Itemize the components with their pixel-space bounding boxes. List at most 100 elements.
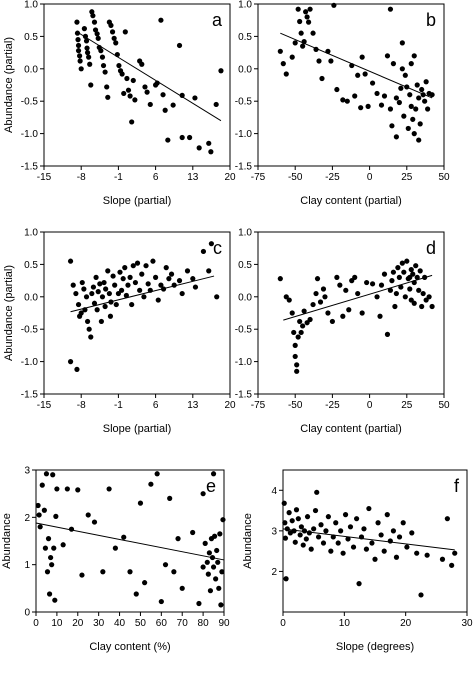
data-point <box>92 27 99 33</box>
data-point <box>402 72 408 78</box>
data-point <box>396 274 402 280</box>
x-tick-label: 90 <box>218 618 230 629</box>
data-point <box>73 290 79 297</box>
data-point <box>99 54 106 60</box>
data-point <box>112 282 118 288</box>
data-point <box>219 569 225 575</box>
data-point <box>214 547 220 554</box>
data-point <box>119 71 125 77</box>
y-tick-label: 0.5 <box>24 260 38 271</box>
data-point <box>158 17 164 23</box>
data-point <box>292 539 298 545</box>
data-point <box>86 326 92 332</box>
data-point <box>81 26 87 32</box>
data-point <box>142 84 148 90</box>
data-point <box>298 524 304 530</box>
x-tick-label: 40 <box>114 618 126 629</box>
data-point <box>216 585 222 591</box>
y-tick-label: 1.0 <box>238 0 252 11</box>
x-axis-label: Slope (partial) <box>103 195 171 207</box>
data-point <box>311 526 317 532</box>
data-point <box>408 61 414 67</box>
x-tick-label: -8 <box>77 400 86 411</box>
data-point <box>439 556 446 562</box>
y-tick-label: -1.0 <box>21 129 39 140</box>
y-tick-label: 0.0 <box>24 292 38 303</box>
data-point <box>190 276 196 282</box>
data-point <box>297 18 303 25</box>
data-point <box>416 137 422 143</box>
data-point <box>340 550 346 556</box>
data-point <box>312 507 319 514</box>
data-point <box>84 45 90 51</box>
trendline <box>76 31 222 122</box>
data-point <box>283 576 289 582</box>
data-point <box>90 13 96 19</box>
data-point <box>50 472 56 478</box>
data-point <box>310 301 316 308</box>
data-point <box>364 279 370 286</box>
data-point <box>83 294 90 300</box>
x-tick-label: 0 <box>367 172 373 183</box>
x-tick-label: 0 <box>367 400 373 411</box>
data-point <box>413 106 419 112</box>
data-point <box>325 310 331 316</box>
data-point <box>51 545 57 551</box>
data-point <box>390 61 397 67</box>
data-point <box>110 273 116 279</box>
data-point <box>396 534 403 540</box>
data-point <box>292 40 298 46</box>
data-point <box>106 486 112 492</box>
data-point <box>411 131 417 137</box>
data-point <box>98 318 104 325</box>
data-point <box>88 334 94 340</box>
data-point <box>150 258 156 264</box>
data-point <box>426 294 432 300</box>
data-point <box>343 287 349 293</box>
data-point <box>78 310 84 316</box>
data-point <box>297 318 303 325</box>
data-point <box>347 524 354 530</box>
data-point <box>420 290 426 297</box>
data-point <box>143 263 149 269</box>
panel-letter: c <box>213 238 222 258</box>
data-point <box>67 258 74 264</box>
x-tick-label: -25 <box>325 172 340 183</box>
data-point <box>102 303 108 310</box>
data-point <box>109 29 116 35</box>
data-point <box>41 507 47 513</box>
data-point <box>331 2 337 8</box>
data-point <box>122 265 128 271</box>
data-point <box>158 598 164 605</box>
y-tick-label: -0.5 <box>235 325 253 336</box>
data-point <box>334 274 340 280</box>
data-point <box>115 290 121 297</box>
data-point <box>381 93 388 99</box>
data-point <box>404 258 410 264</box>
data-point <box>48 554 54 561</box>
data-point <box>129 119 135 125</box>
data-point <box>171 569 177 575</box>
data-point <box>401 113 407 119</box>
data-point <box>129 301 135 308</box>
y-tick-label: 1.0 <box>238 228 252 239</box>
data-point <box>205 571 211 577</box>
x-tick-label: 13 <box>187 172 199 183</box>
data-point <box>444 516 450 522</box>
data-point <box>192 284 199 290</box>
data-point <box>144 89 150 95</box>
data-point <box>356 581 362 587</box>
data-point <box>362 71 368 77</box>
data-point <box>45 536 52 542</box>
data-point <box>384 512 390 518</box>
data-point <box>398 284 404 290</box>
data-point <box>36 512 42 518</box>
x-axis-label: Clay content (partial) <box>300 195 402 207</box>
data-point <box>294 368 300 374</box>
data-point <box>53 513 59 519</box>
data-point <box>303 536 309 542</box>
data-point <box>208 149 214 155</box>
x-tick-label: 30 <box>93 618 105 629</box>
data-point <box>365 103 371 109</box>
data-point <box>121 534 127 540</box>
